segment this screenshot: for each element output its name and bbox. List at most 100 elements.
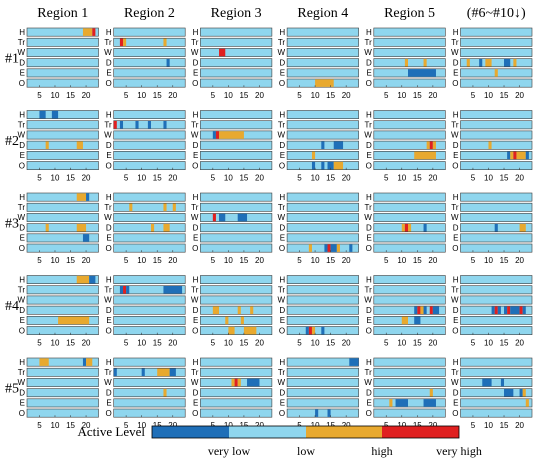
x-tick-label: 5: [211, 339, 216, 348]
x-tick-label: 5: [297, 91, 302, 100]
category-bar: [113, 223, 186, 233]
category-label: W: [104, 48, 112, 57]
activity-segment: [250, 306, 254, 314]
activity-segment: [321, 141, 325, 149]
category-label: D: [193, 141, 199, 150]
category-bar: [26, 295, 99, 305]
activity-segment: [308, 326, 312, 335]
category-bar: [200, 110, 273, 119]
x-tick-label: 15: [239, 91, 248, 100]
category-label: E: [20, 399, 25, 408]
category-bar: [113, 151, 186, 160]
category-bar: [460, 398, 533, 408]
category-label: W: [278, 378, 286, 387]
x-tick-label: 20: [255, 256, 264, 265]
activity-segment: [504, 388, 514, 397]
activity-segment: [516, 151, 526, 160]
category-bar: [286, 295, 359, 305]
category-label: O: [192, 79, 198, 88]
activity-segment: [163, 286, 183, 294]
activity-segment: [58, 316, 90, 325]
category-bar: [373, 275, 446, 284]
category-bar: [286, 357, 359, 367]
category-bar: [373, 120, 446, 130]
category-bar: [373, 243, 446, 253]
category-label: O: [279, 326, 285, 335]
category-label: H: [106, 275, 112, 284]
x-tick-label: 20: [82, 339, 91, 348]
activity-segment: [525, 399, 529, 407]
activity-segment: [519, 223, 526, 232]
category-bar: [286, 58, 359, 68]
x-tick-label: 10: [484, 256, 493, 265]
category-label: O: [366, 326, 372, 335]
category-label: W: [17, 213, 25, 222]
activity-segment: [215, 131, 220, 139]
category-label: H: [453, 358, 459, 367]
category-label: D: [19, 58, 25, 67]
category-label: W: [451, 131, 459, 140]
activity-segment: [172, 203, 176, 212]
category-bar: [200, 151, 273, 160]
category-bar: [286, 192, 359, 202]
activity-segment: [157, 368, 170, 377]
category-bar: [26, 243, 99, 253]
x-tick-label: 5: [471, 421, 476, 430]
category-label: H: [279, 358, 285, 367]
category-label: D: [366, 388, 372, 397]
activity-segment: [507, 306, 511, 314]
category-bar: [200, 120, 273, 130]
x-tick-label: 20: [168, 339, 177, 348]
category-label: D: [279, 388, 285, 397]
x-tick-label: 10: [311, 256, 320, 265]
category-bar: [460, 243, 533, 253]
category-label: O: [192, 244, 198, 253]
category-bar: [113, 130, 186, 140]
category-bar: [460, 120, 533, 130]
category-label: H: [366, 193, 372, 202]
x-tick-label: 5: [384, 256, 389, 265]
category-label: O: [105, 161, 111, 170]
category-label: D: [366, 223, 372, 232]
activity-segment: [466, 58, 470, 67]
category-bar: [26, 305, 99, 315]
activity-segment: [39, 110, 46, 119]
category-bar: [373, 367, 446, 377]
x-tick-label: 20: [82, 421, 91, 430]
category-label: Tr: [18, 38, 26, 47]
activity-segment: [123, 38, 127, 47]
x-tick-label: 20: [515, 256, 524, 265]
category-label: D: [366, 306, 372, 315]
category-bar: [460, 213, 533, 222]
category-label: H: [366, 358, 372, 367]
activity-segment: [482, 378, 492, 387]
category-label: Tr: [104, 203, 112, 212]
x-tick-label: 15: [66, 91, 75, 100]
category-label: D: [106, 388, 112, 397]
category-label: H: [279, 110, 285, 119]
category-label: W: [451, 378, 459, 387]
activity-segment: [407, 223, 412, 232]
x-tick-label: 20: [82, 256, 91, 265]
category-bar: [200, 27, 273, 37]
row-label: #5: [5, 382, 19, 397]
category-label: O: [279, 244, 285, 253]
x-tick-label: 20: [342, 256, 351, 265]
category-label: H: [193, 358, 199, 367]
category-bar: [286, 151, 359, 160]
x-tick-label: 10: [484, 339, 493, 348]
category-bar: [113, 285, 186, 295]
legend-swatch: [306, 426, 382, 438]
category-label: W: [104, 296, 112, 305]
